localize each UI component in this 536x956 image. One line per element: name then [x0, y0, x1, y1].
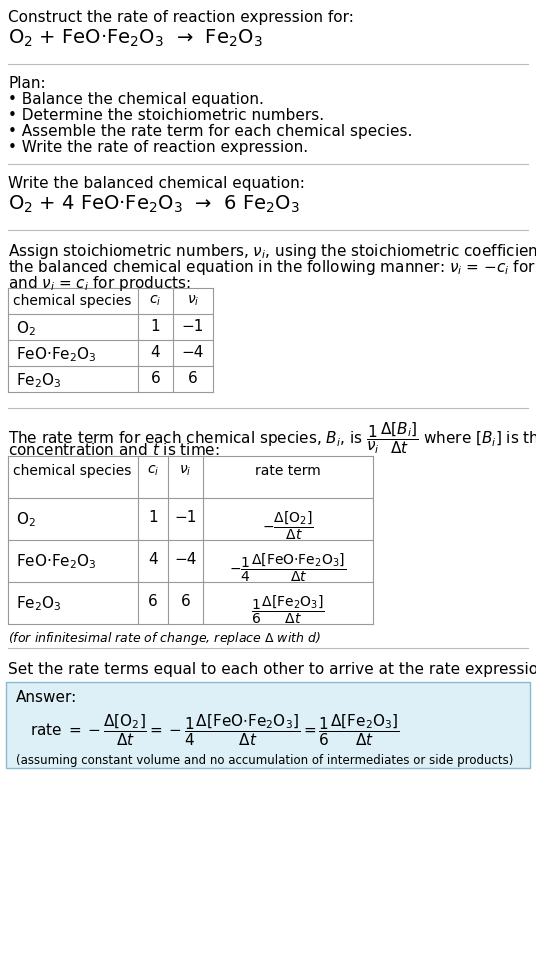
Text: $\mathit{\nu_i}$: $\mathit{\nu_i}$ — [187, 294, 199, 309]
Text: 6: 6 — [188, 371, 198, 386]
Text: Answer:: Answer: — [16, 690, 77, 705]
Text: 1: 1 — [151, 319, 160, 334]
Text: $-\dfrac{\Delta[\mathrm{O_2}]}{\Delta t}$: $-\dfrac{\Delta[\mathrm{O_2}]}{\Delta t}… — [262, 510, 314, 542]
Text: $\mathregular{O_2}$ + FeO·$\mathregular{Fe_2O_3}$  →  $\mathregular{Fe_2O_3}$: $\mathregular{O_2}$ + FeO·$\mathregular{… — [8, 28, 263, 50]
Text: Construct the rate of reaction expression for:: Construct the rate of reaction expressio… — [8, 10, 354, 25]
Text: $\mathregular{Fe_2O_3}$: $\mathregular{Fe_2O_3}$ — [16, 594, 62, 613]
Text: (for infinitesimal rate of change, replace $\Delta$ with $\mathit{d}$): (for infinitesimal rate of change, repla… — [8, 630, 321, 647]
Text: 6: 6 — [151, 371, 160, 386]
Text: $\mathregular{O_2}$: $\mathregular{O_2}$ — [16, 510, 36, 529]
Text: • Write the rate of reaction expression.: • Write the rate of reaction expression. — [8, 140, 308, 155]
Text: • Assemble the rate term for each chemical species.: • Assemble the rate term for each chemic… — [8, 124, 412, 139]
Text: FeO·$\mathregular{Fe_2O_3}$: FeO·$\mathregular{Fe_2O_3}$ — [16, 552, 96, 571]
Text: 6: 6 — [181, 594, 190, 609]
Text: $\mathit{\nu_i}$: $\mathit{\nu_i}$ — [180, 464, 192, 478]
Text: −1: −1 — [174, 510, 197, 525]
Text: FeO·$\mathregular{Fe_2O_3}$: FeO·$\mathregular{Fe_2O_3}$ — [16, 345, 96, 363]
Text: $\mathregular{Fe_2O_3}$: $\mathregular{Fe_2O_3}$ — [16, 371, 62, 390]
Text: the balanced chemical equation in the following manner: $\mathit{\nu_i}$ = $-\ma: the balanced chemical equation in the fo… — [8, 258, 536, 277]
Text: $\dfrac{1}{6}\dfrac{\Delta[\mathrm{Fe_2O_3}]}{\Delta t}$: $\dfrac{1}{6}\dfrac{\Delta[\mathrm{Fe_2O… — [251, 594, 325, 626]
Text: 6: 6 — [148, 594, 158, 609]
Text: −1: −1 — [182, 319, 204, 334]
Text: chemical species: chemical species — [13, 294, 131, 308]
Text: 1: 1 — [148, 510, 158, 525]
Bar — [6, 682, 530, 768]
Text: Assign stoichiometric numbers, $\mathit{\nu_i}$, using the stoichiometric coeffi: Assign stoichiometric numbers, $\mathit{… — [8, 242, 536, 261]
Text: Set the rate terms equal to each other to arrive at the rate expression:: Set the rate terms equal to each other t… — [8, 662, 536, 677]
Text: chemical species: chemical species — [13, 464, 131, 478]
Text: The rate term for each chemical species, $\mathit{B_i}$, is $\dfrac{1}{\nu_i}\df: The rate term for each chemical species,… — [8, 420, 536, 456]
Text: $\mathregular{O_2}$ + 4 FeO·$\mathregular{Fe_2O_3}$  →  6 $\mathregular{Fe_2O_3}: $\mathregular{O_2}$ + 4 FeO·$\mathregula… — [8, 194, 300, 215]
Text: 4: 4 — [148, 552, 158, 567]
Text: Plan:: Plan: — [8, 76, 46, 91]
Text: $\mathit{c_i}$: $\mathit{c_i}$ — [147, 464, 159, 478]
Text: and $\mathit{\nu_i}$ = $\mathit{c_i}$ for products:: and $\mathit{\nu_i}$ = $\mathit{c_i}$ fo… — [8, 274, 191, 293]
Text: • Determine the stoichiometric numbers.: • Determine the stoichiometric numbers. — [8, 108, 324, 123]
Text: $-\dfrac{1}{4}\dfrac{\Delta[\mathrm{FeO{\cdot}Fe_2O_3}]}{\Delta t}$: $-\dfrac{1}{4}\dfrac{\Delta[\mathrm{FeO{… — [229, 552, 347, 584]
Text: $\mathit{c_i}$: $\mathit{c_i}$ — [150, 294, 162, 309]
Text: 4: 4 — [151, 345, 160, 360]
Text: concentration and $\mathit{t}$ is time:: concentration and $\mathit{t}$ is time: — [8, 442, 220, 458]
Text: (assuming constant volume and no accumulation of intermediates or side products): (assuming constant volume and no accumul… — [16, 754, 513, 767]
Text: rate term: rate term — [255, 464, 321, 478]
Text: • Balance the chemical equation.: • Balance the chemical equation. — [8, 92, 264, 107]
Text: Write the balanced chemical equation:: Write the balanced chemical equation: — [8, 176, 305, 191]
Text: $\mathregular{O_2}$: $\mathregular{O_2}$ — [16, 319, 36, 337]
Text: rate $= -\dfrac{\Delta[\mathrm{O_2}]}{\Delta t} = -\dfrac{1}{4}\dfrac{\Delta[\ma: rate $= -\dfrac{\Delta[\mathrm{O_2}]}{\D… — [30, 712, 400, 748]
Text: −4: −4 — [182, 345, 204, 360]
Text: −4: −4 — [174, 552, 197, 567]
